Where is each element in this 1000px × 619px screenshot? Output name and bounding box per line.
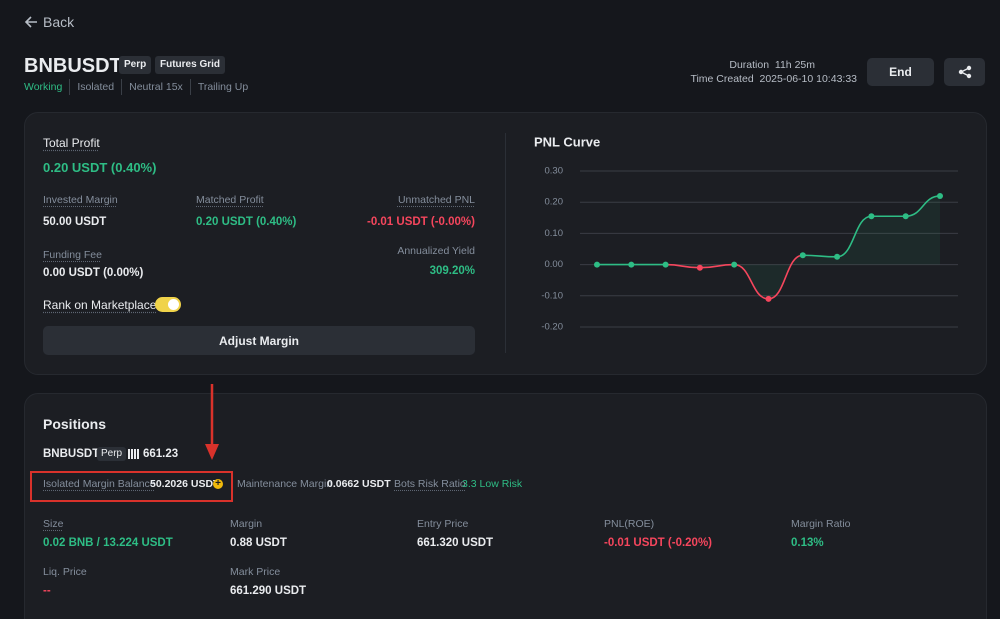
created: 2025-06-10 10:43:33 <box>759 73 858 85</box>
value: 309.20% <box>429 265 475 277</box>
adjust-margin-button[interactable]: Adjust Margin <box>43 326 475 355</box>
duration-label: Duration 11h 25m <box>729 57 815 73</box>
status-row: Working Isolated Neutral 15x Trailing Up <box>24 79 255 95</box>
status: Working <box>24 81 63 93</box>
label: Margin <box>230 518 263 530</box>
status: Neutral 15x <box>121 79 190 95</box>
label: Maintenance Margin <box>237 478 333 490</box>
divider <box>505 133 506 353</box>
label: Margin Ratio <box>791 518 851 530</box>
label: Time Created <box>690 73 754 85</box>
share-icon <box>958 65 971 79</box>
end-button[interactable]: End <box>867 58 934 86</box>
value: 50.00 USDT <box>43 216 107 228</box>
value: 0.0662 USDT <box>327 478 391 490</box>
label: Duration <box>729 59 770 71</box>
label: Funding Fee <box>43 249 102 261</box>
created-label: Time Created 2025-06-10 10:43:33 <box>690 71 857 87</box>
value: -- <box>43 585 51 597</box>
label: Rank on Marketplace <box>43 298 157 312</box>
status: Trailing Up <box>189 79 255 95</box>
value: -0.01 USDT (-0.00%) <box>366 216 475 228</box>
value: 3.3 Low Risk <box>462 478 523 490</box>
symbol: BNBUSDT <box>24 55 122 77</box>
value: 661.320 USDT <box>417 537 494 549</box>
tag: Perp <box>119 56 152 74</box>
back-icon[interactable] <box>24 15 38 29</box>
label: Bots Risk Ratio <box>394 478 466 490</box>
share-button[interactable] <box>944 58 985 86</box>
add-icon[interactable]: + <box>213 479 223 489</box>
label: Unmatched PNL <box>397 194 475 206</box>
value: 0.00 USDT (0.00%) <box>43 267 144 279</box>
label: Size <box>43 518 64 530</box>
positions-title: Positions <box>43 416 107 432</box>
label: Matched Profit <box>196 194 264 206</box>
value: 0.88 USDT <box>230 537 287 549</box>
highlight-box <box>30 471 233 502</box>
label: Invested Margin <box>43 194 118 206</box>
positions-card <box>24 393 987 619</box>
label: Mark Price <box>230 566 281 578</box>
value: 0.20 USDT (0.40%) <box>196 216 297 228</box>
label: Liq. Price <box>43 566 87 578</box>
position-price: 661.23 <box>143 448 179 460</box>
tag: Futures Grid <box>155 56 226 74</box>
label: Total Profit <box>43 136 100 150</box>
label: Isolated Margin Balance <box>43 478 156 490</box>
value: 50.2026 USDT <box>150 478 220 490</box>
label: PNL(ROE) <box>604 518 655 530</box>
signal-icon <box>128 449 139 459</box>
status: Isolated <box>69 79 121 95</box>
tag: Perp <box>97 447 127 461</box>
value: 661.290 USDT <box>230 585 307 597</box>
label: Annualized Yield <box>397 245 475 257</box>
arrow <box>205 384 219 460</box>
toggle[interactable] <box>155 297 181 312</box>
duration: 11h 25m <box>774 59 815 71</box>
total-profit: 0.20 USDT (0.40%) <box>43 160 157 175</box>
value: 0.02 BNB / 13.224 USDT <box>43 537 173 549</box>
label: Entry Price <box>417 518 469 530</box>
back-link[interactable]: Back <box>43 14 75 30</box>
position-symbol: BNBUSDT <box>43 448 100 460</box>
value: -0.01 USDT (-0.20%) <box>604 537 713 549</box>
value: 0.13% <box>791 537 824 549</box>
